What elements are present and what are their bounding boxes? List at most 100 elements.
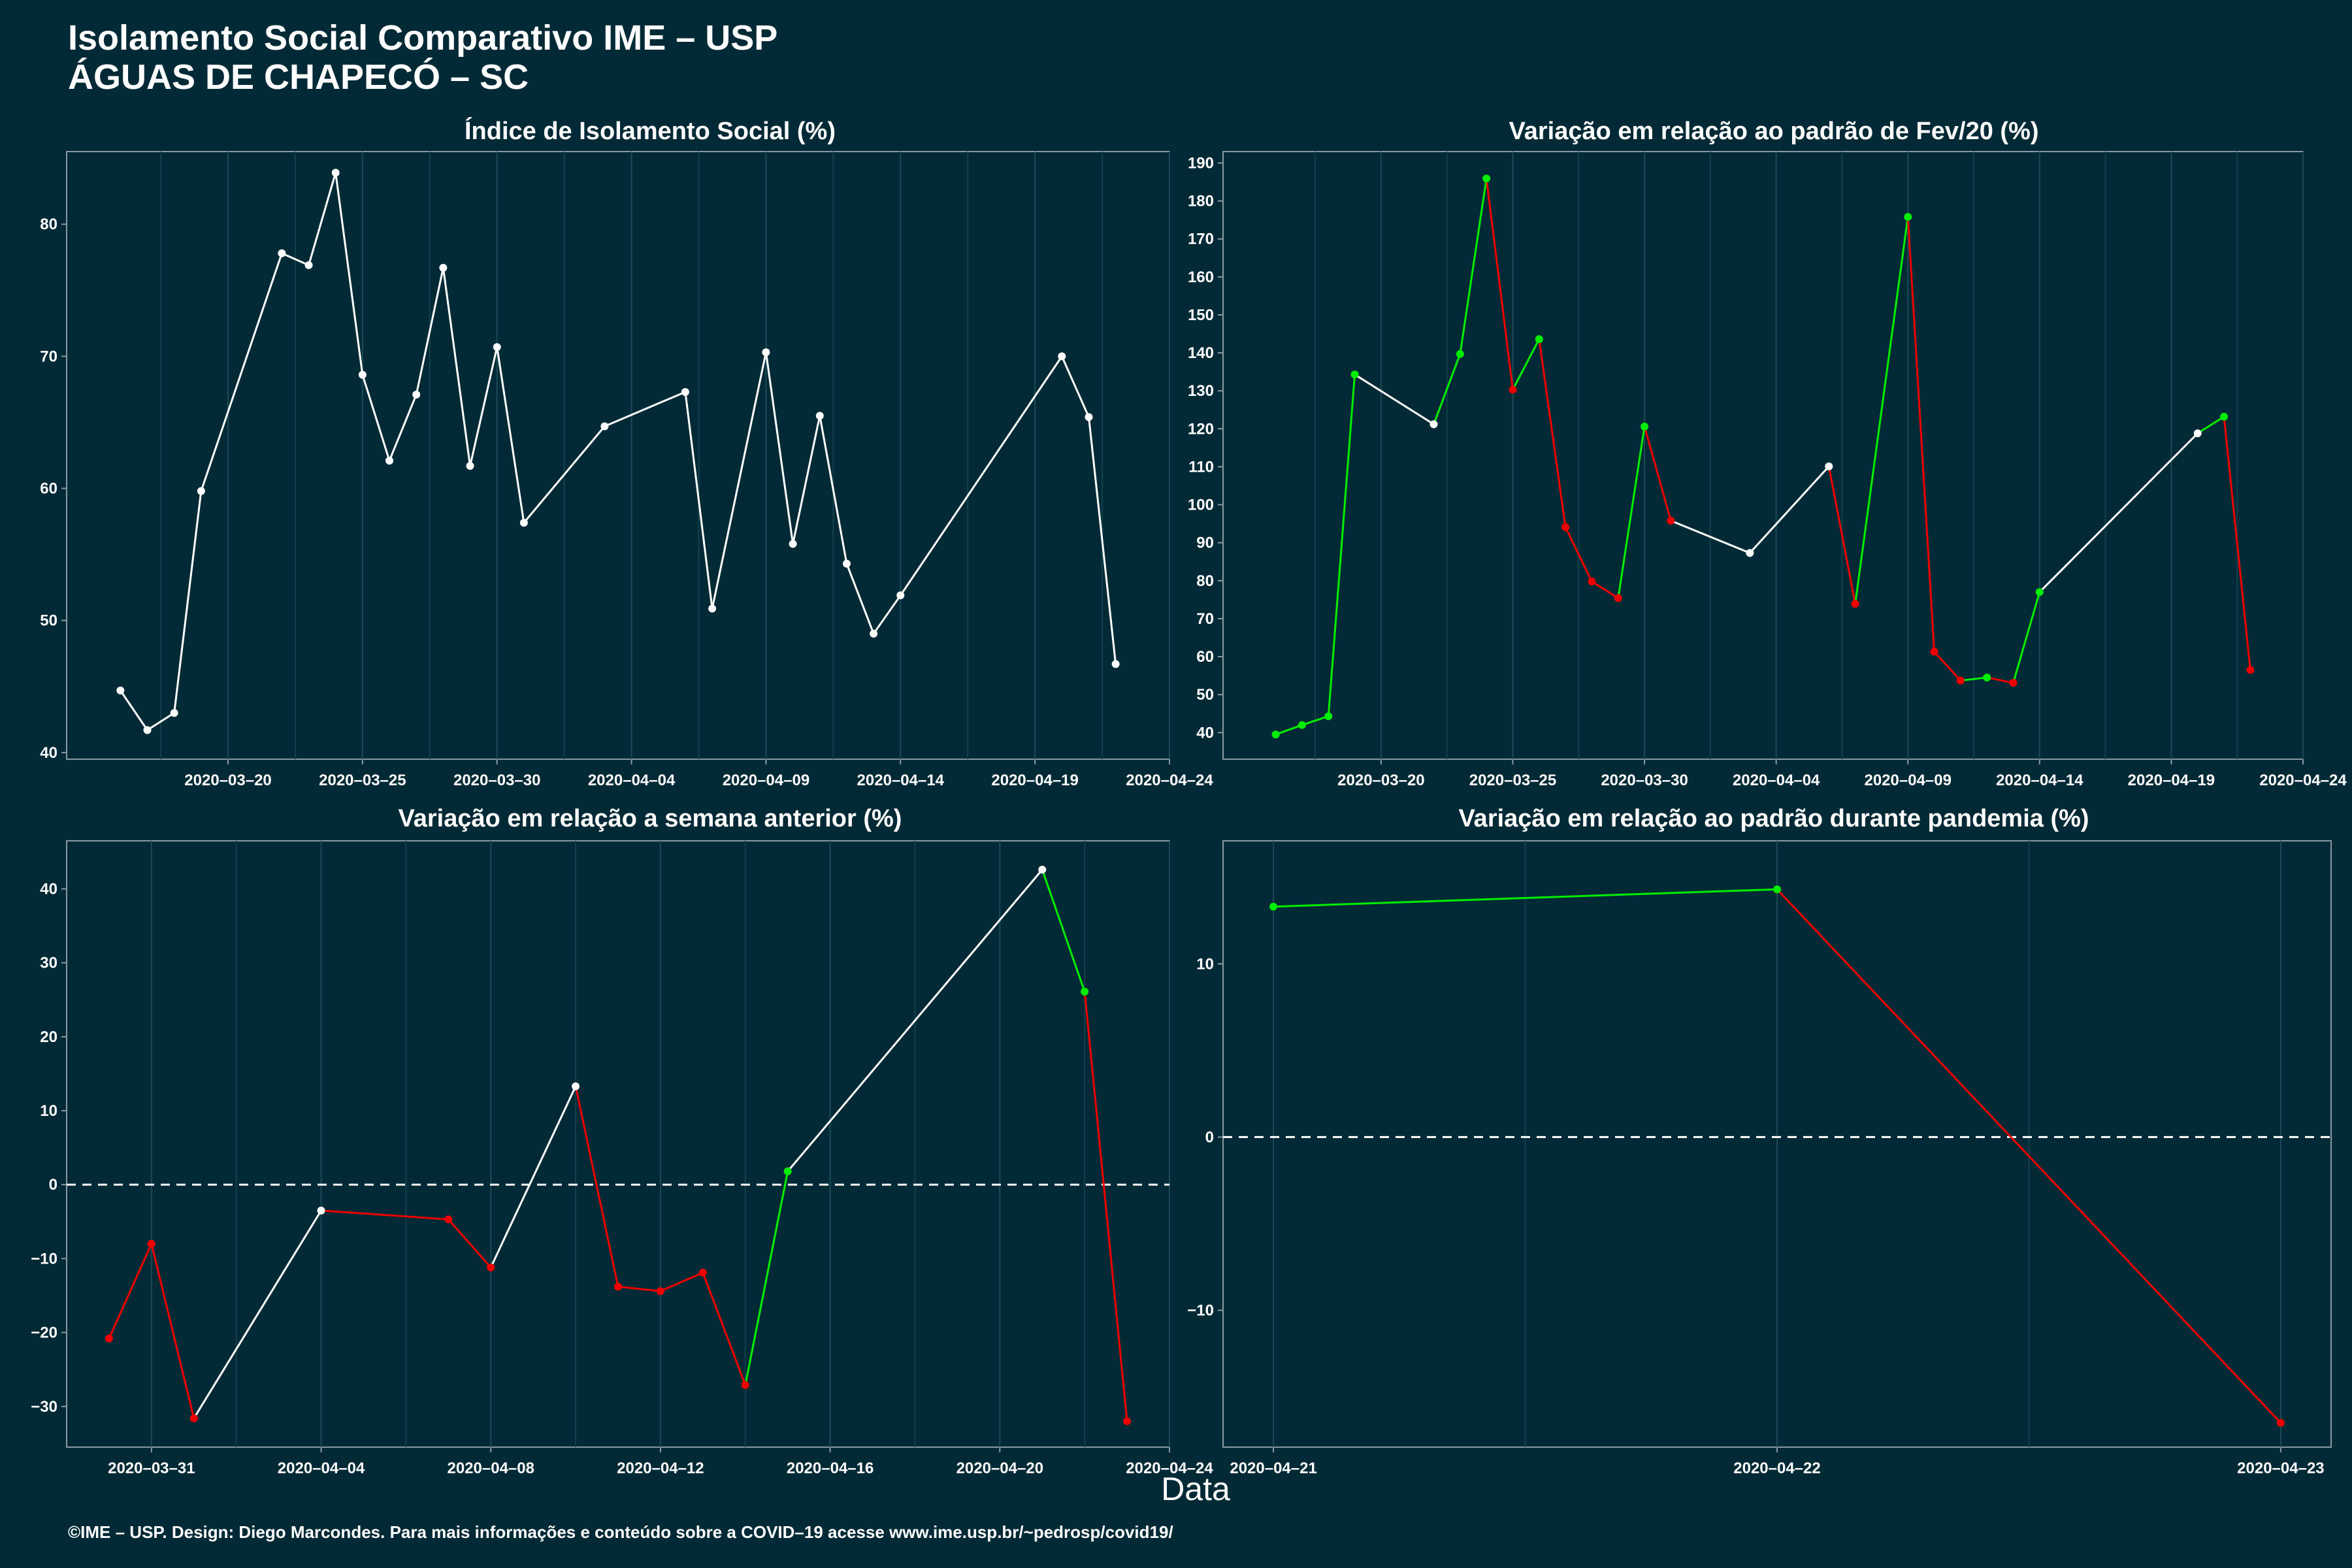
data-point — [331, 169, 340, 177]
y-tick-label: 40 — [40, 744, 57, 762]
y-tick-label: 180 — [1188, 193, 1214, 210]
series-segment — [280, 252, 310, 267]
data-point — [493, 343, 501, 351]
x-tick-label: 2020–03–20 — [1337, 772, 1424, 789]
data-point — [1081, 987, 1089, 996]
data-point — [1482, 174, 1491, 183]
series-segment — [308, 171, 337, 267]
series-segment — [2012, 591, 2041, 684]
location-subtitle: ÁGUAS DE CHAPECÓ – SC — [68, 57, 529, 97]
plot-frame — [66, 151, 1170, 760]
series-segment — [335, 171, 364, 376]
data-point — [487, 1263, 495, 1271]
data-point — [358, 370, 367, 379]
data-point — [170, 709, 178, 717]
data-point — [1588, 577, 1596, 585]
series-segment — [2038, 432, 2199, 593]
series-segment — [617, 1285, 662, 1292]
data-point — [2220, 412, 2229, 421]
series-segment — [1590, 580, 1620, 600]
series-segment — [1854, 216, 1909, 605]
data-point — [444, 1215, 453, 1224]
series-segment — [1827, 465, 1857, 605]
x-tick-label: 2020–04–04 — [1733, 772, 1820, 789]
y-tick-label: 100 — [1188, 497, 1214, 514]
y-tick-label: 80 — [40, 216, 57, 233]
x-tick-label: 2020–04–14 — [1996, 772, 2083, 789]
series-segment — [1669, 519, 1751, 554]
chart-panel-3: 2020–03–31 2020–04–04 2020–04–08 2020–04–12… — [31, 840, 1213, 1477]
series-segment — [1985, 676, 2015, 684]
data-point — [1324, 712, 1333, 721]
series-segment — [320, 1209, 449, 1220]
x-axis-label: Data — [1161, 1471, 1230, 1507]
series-segment — [819, 414, 848, 565]
series-segment — [150, 1243, 195, 1420]
data-point — [1350, 370, 1359, 379]
data-point — [1298, 721, 1306, 729]
data-point — [708, 604, 717, 613]
y-tick-label: −10 — [1187, 1302, 1214, 1320]
y-tick-label: 170 — [1188, 231, 1214, 248]
y-tick-label: 0 — [1205, 1128, 1214, 1146]
y-tick-label: 40 — [40, 881, 57, 898]
series-segment — [872, 594, 902, 635]
main-title: Isolamento Social Comparativo IME – USP — [68, 18, 778, 57]
series-segment — [1643, 425, 1672, 522]
series-segment — [489, 1085, 577, 1269]
y-tick-label: 120 — [1188, 420, 1214, 438]
x-tick-label: 2020–04–20 — [956, 1460, 1043, 1477]
series-segment — [702, 1271, 747, 1386]
data-point — [572, 1082, 580, 1090]
data-point — [1983, 674, 1991, 682]
y-tick-label: 150 — [1188, 306, 1214, 324]
data-point — [741, 1380, 749, 1389]
x-tick-label: 2020–03–20 — [184, 772, 271, 789]
series-segment — [119, 689, 149, 732]
panel-title-variation-week: Variação em relação a semana anterior (%… — [398, 805, 902, 832]
data-point — [1058, 352, 1066, 361]
series-segment — [899, 355, 1063, 596]
y-tick-label: 20 — [40, 1028, 57, 1046]
y-tick-label: 110 — [1188, 458, 1214, 476]
series-segment — [659, 1271, 704, 1292]
series-segment — [173, 490, 203, 714]
y-tick-label: 130 — [1188, 382, 1214, 400]
x-tick-label: 2020–04–24 — [2259, 772, 2347, 789]
data-point — [2193, 429, 2202, 438]
y-tick-label: 70 — [1196, 610, 1214, 628]
data-point — [1614, 594, 1622, 602]
x-tick-label: 2020–04–16 — [787, 1460, 874, 1477]
data-point — [681, 387, 689, 396]
series-segment — [1272, 888, 1778, 908]
series-segment — [361, 374, 391, 462]
data-point — [2035, 588, 2044, 596]
data-point — [1641, 422, 1649, 431]
series-segment — [1959, 676, 1988, 682]
data-point — [656, 1287, 664, 1296]
data-point — [1123, 1417, 1132, 1426]
series-segment — [603, 391, 687, 428]
y-tick-label: 140 — [1188, 344, 1214, 362]
y-tick-label: 50 — [40, 612, 57, 630]
series-segment — [792, 414, 821, 545]
data-point — [1667, 516, 1675, 525]
x-tick-label: 2020–04–12 — [617, 1460, 704, 1477]
series-segment — [1060, 355, 1090, 418]
series-segment — [1511, 338, 1541, 391]
data-point — [1038, 866, 1047, 874]
series-segment — [1459, 177, 1488, 355]
series-segment — [447, 1218, 492, 1269]
data-point — [2246, 666, 2255, 674]
data-point — [1851, 600, 1859, 608]
data-point — [1561, 523, 1570, 531]
series-segment — [1327, 373, 1356, 717]
x-tick-label: 2020–03–30 — [1601, 772, 1688, 789]
data-point — [600, 422, 609, 431]
x-tick-label: 2020–04–04 — [588, 772, 676, 789]
series-segment — [1433, 353, 1462, 425]
series-segment — [1087, 416, 1117, 665]
x-tick-label: 2020–04–24 — [1126, 1460, 1213, 1477]
data-point — [1509, 385, 1517, 394]
panel-title-variation-feb: Variação em relação ao padrão de Fev/20 … — [1509, 118, 2039, 145]
